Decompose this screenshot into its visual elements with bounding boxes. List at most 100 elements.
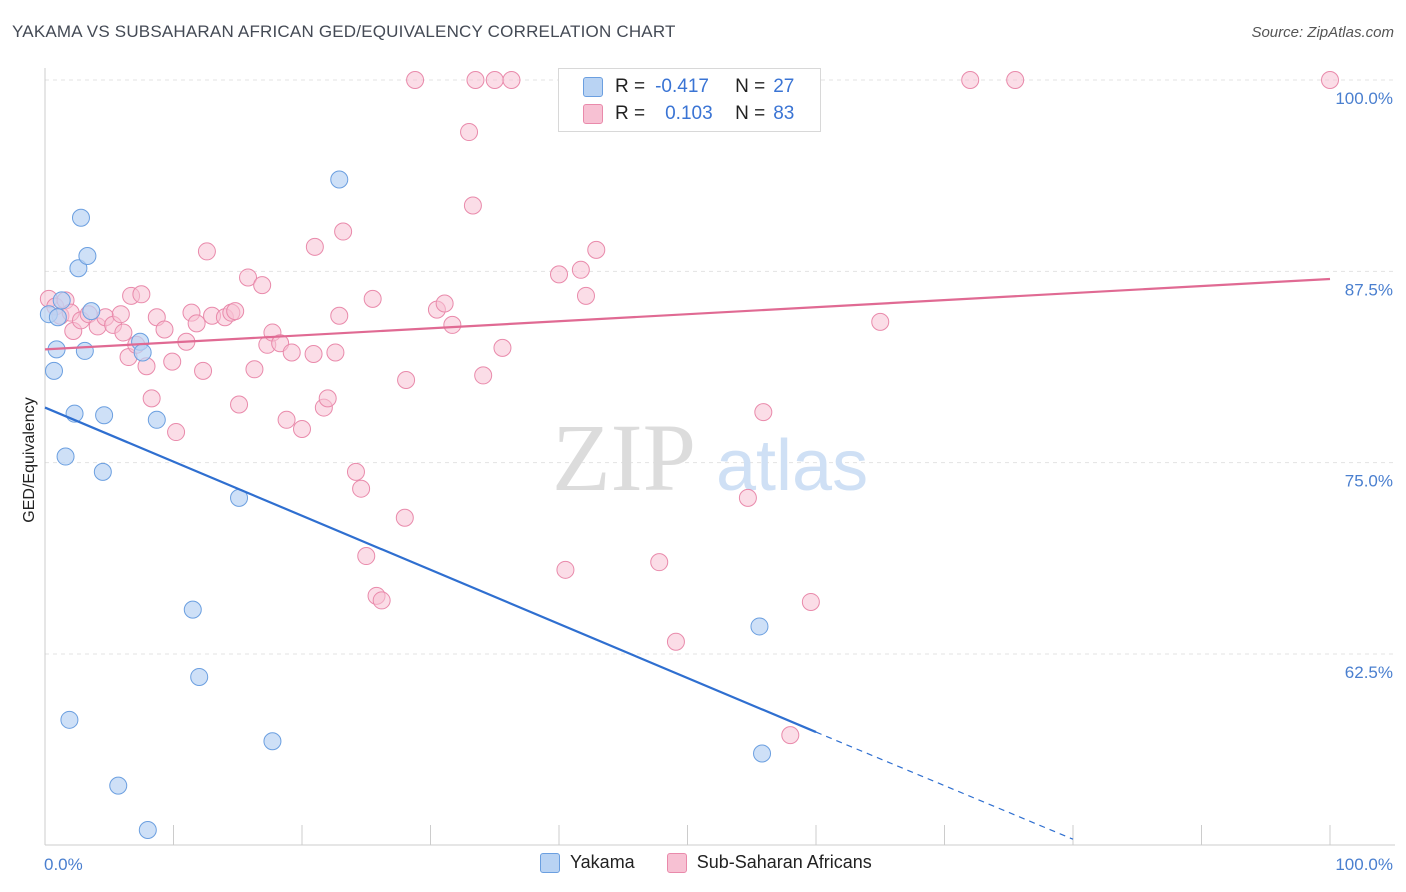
subsaharan-swatch (666, 852, 687, 873)
yakama-swatch (540, 852, 560, 873)
data-point-yakama (147, 410, 166, 429)
x-tick-labels: 0.0% 100.0% (44, 855, 1393, 874)
data-point-subsaharan (474, 366, 493, 385)
data-point-subsaharan (293, 419, 311, 438)
data-point-subsaharan (443, 315, 462, 334)
data-point-yakama (48, 308, 67, 327)
data-point-subsaharan (587, 240, 606, 259)
data-point-subsaharan (282, 343, 301, 362)
data-point-yakama (753, 744, 772, 763)
n-value: 27 (773, 76, 795, 97)
n-label: N = (735, 103, 766, 124)
data-point-subsaharan (346, 462, 365, 481)
data-point-subsaharan (556, 560, 575, 579)
data-point-subsaharan (111, 305, 130, 324)
data-point-yakama (95, 406, 114, 425)
data-point-subsaharan (245, 360, 264, 379)
legend-row-subsaharan: R = 0.103 N = 83 (583, 102, 794, 126)
yakama-swatch (583, 77, 603, 97)
data-point-subsaharan (485, 71, 504, 89)
data-point-subsaharan (871, 312, 890, 331)
x-tick-label: 100.0% (1335, 855, 1393, 874)
trend-line-yakama (44, 406, 817, 734)
watermark: ZIP atlas (552, 404, 868, 511)
data-point-subsaharan (187, 314, 206, 333)
data-point-subsaharan (155, 320, 174, 339)
data-point-subsaharan (666, 632, 685, 651)
data-point-subsaharan (194, 361, 213, 380)
data-point-yakama (71, 208, 90, 227)
data-point-subsaharan (230, 395, 249, 414)
data-point-yakama (330, 170, 349, 189)
data-point-yakama (93, 462, 112, 481)
data-point-subsaharan (493, 338, 512, 357)
data-point-subsaharan (781, 726, 800, 745)
data-point-yakama (109, 776, 128, 795)
data-point-subsaharan (397, 371, 416, 390)
data-point-subsaharan (352, 479, 371, 498)
data-point-subsaharan (277, 410, 296, 429)
y-tick-label: 100.0% (1335, 89, 1393, 108)
legend-label-subsaharan: Sub-Saharan Africans (696, 852, 872, 872)
data-point-subsaharan (650, 553, 669, 572)
data-point-yakama (82, 302, 101, 321)
data-point-subsaharan (738, 488, 757, 507)
data-point-subsaharan (576, 286, 595, 305)
data-point-subsaharan (167, 423, 186, 442)
data-point-subsaharan (132, 285, 151, 304)
data-point-subsaharan (961, 71, 980, 89)
data-point-subsaharan (239, 268, 258, 287)
data-point-yakama (69, 259, 88, 278)
data-point-yakama (750, 617, 769, 636)
source-credit: Source: ZipAtlas.com (1251, 24, 1394, 41)
data-point-subsaharan (1006, 71, 1025, 89)
data-point-subsaharan (1321, 71, 1339, 89)
series-legend: Yakama Sub-Saharan Africans (540, 852, 904, 873)
data-point-yakama (133, 343, 152, 362)
data-point-subsaharan (318, 389, 337, 408)
x-tick-label: 0.0% (44, 855, 83, 874)
data-point-subsaharan (304, 344, 323, 363)
r-value: 0.103 (665, 103, 713, 124)
y-tick-label: 62.5% (1345, 663, 1393, 682)
legend-row-yakama: R = -0.417 N = 27 (583, 75, 794, 99)
data-point-yakama (52, 291, 71, 310)
n-value: 83 (773, 103, 795, 124)
data-point-subsaharan (550, 265, 568, 284)
data-point-subsaharan (406, 71, 425, 89)
data-point-yakama (183, 600, 202, 619)
data-point-subsaharan (754, 403, 773, 422)
r-label: R = (615, 103, 646, 124)
chart-title: YAKAMA VS SUBSAHARAN AFRICAN GED/EQUIVAL… (12, 22, 676, 41)
data-point-subsaharan (163, 352, 182, 371)
data-point-subsaharan (395, 508, 414, 527)
data-point-yakama (60, 710, 79, 729)
data-point-subsaharan (435, 294, 454, 313)
trend-line-subsaharan (44, 277, 1331, 351)
n-label: N = (735, 76, 766, 97)
y-tick-label: 75.0% (1345, 472, 1393, 491)
data-point-subsaharan (142, 389, 161, 408)
data-point-subsaharan (330, 306, 349, 325)
legend-item-subsaharan: Sub-Saharan Africans (666, 852, 872, 873)
series-subsaharan-points (39, 71, 1339, 745)
data-point-subsaharan (226, 302, 245, 321)
data-point-subsaharan (253, 276, 272, 295)
data-point-yakama (190, 667, 209, 686)
data-point-subsaharan (114, 323, 133, 342)
data-point-subsaharan (463, 196, 482, 215)
data-point-yakama (138, 821, 157, 840)
data-point-yakama (75, 341, 94, 360)
data-point-subsaharan (363, 289, 382, 308)
watermark-atlas: atlas (716, 426, 868, 506)
y-tick-label: 87.5% (1345, 280, 1393, 299)
y-tick-labels: 62.5% 75.0% 87.5% 100.0% (1335, 89, 1393, 682)
stats-legend: R = -0.417 N = 27 R = 0.103 N = 83 (558, 68, 821, 132)
data-point-subsaharan (571, 260, 590, 279)
data-point-yakama (263, 732, 282, 751)
legend-item-yakama: Yakama (540, 852, 635, 873)
trend-lines (44, 277, 1331, 840)
axes (44, 68, 1395, 846)
data-point-subsaharan (801, 592, 820, 611)
